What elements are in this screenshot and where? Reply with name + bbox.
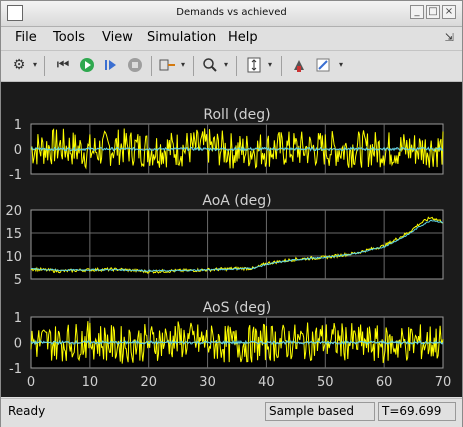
toolbar: ⚙ ▾ ⏮ ▾ ▾ ▾ ▾ [1,50,462,82]
zoom-dropdown-icon[interactable]: ▾ [223,60,228,69]
toolbar-separator [281,56,282,76]
plot-title: AoS (deg) [203,300,272,316]
y-tick-label: 0 [14,337,22,352]
window-title: Demands vs achieved [176,7,287,18]
style-dropdown-icon[interactable]: ▾ [338,60,343,69]
highlight-icon[interactable] [289,55,309,75]
menu-view[interactable]: View [102,30,133,45]
x-tick-label: 50 [317,375,334,390]
style-icon[interactable] [313,55,333,75]
settings-dropdown-icon[interactable]: ▾ [32,60,37,69]
plot-area: Roll (deg) 1 0 -1 AoA (deg) 20 15 10 5 AoS (deg) 1… [1,82,462,397]
toolbar-separator [236,56,237,76]
maximize-icon[interactable]: □ [426,5,440,19]
x-tick-label: 20 [140,375,157,390]
gear-icon[interactable]: ⚙ [12,57,26,73]
fit-axes-icon[interactable] [244,55,264,75]
x-tick-label: 40 [258,375,275,390]
menu-help[interactable]: Help [228,30,258,45]
step-back-icon[interactable]: ⏮ [56,57,70,73]
y-tick-label: 1 [14,311,22,326]
y-tick-label: 15 [5,227,22,242]
fit-dropdown-icon[interactable]: ▾ [267,60,272,69]
window-menu-icon[interactable] [7,5,23,21]
signal-dropdown-icon[interactable]: ▾ [180,60,185,69]
achieved-line [30,146,444,152]
zoom-icon[interactable] [200,55,220,75]
menu-simulation[interactable]: Simulation [147,30,217,45]
step-forward-icon[interactable] [101,55,121,75]
toolbar-separator [193,56,194,76]
plot-title: Roll (deg) [203,107,270,123]
demand-line [30,321,444,364]
status-bar: Ready Sample based T=69.699 [1,398,462,427]
x-tick-label: 10 [82,375,99,390]
y-tick-label: 5 [14,273,22,288]
axes-frame [30,209,444,280]
x-tick-label: 60 [376,375,393,390]
run-icon[interactable] [77,55,97,75]
y-tick-label: -1 [9,362,22,377]
x-tick-label: 30 [199,375,216,390]
status-ready: Ready [8,404,46,418]
toolbar-separator [151,56,152,76]
status-mode: Sample based [265,402,375,421]
title-bar: Demands vs achieved _ □ × [1,1,462,27]
y-tick-label: 10 [5,250,22,265]
menu-tools[interactable]: Tools [53,30,86,45]
signal-select-icon[interactable] [158,55,178,75]
menu-bar: File Tools View Simulation Help ⇲ [1,27,462,49]
menu-file[interactable]: File [15,30,37,45]
y-tick-label: -1 [9,168,22,183]
dock-pin-icon[interactable]: ⇲ [444,31,454,44]
demand-line [30,128,444,170]
plot-title: AoA (deg) [202,193,271,209]
minimize-icon[interactable]: _ [410,5,424,19]
achieved-line [30,219,443,272]
y-tick-label: 20 [5,204,22,219]
close-icon[interactable]: × [442,5,456,19]
achieved-line [30,339,444,346]
x-tick-label: 0 [27,375,35,390]
y-tick-label: 0 [14,143,22,158]
stop-icon[interactable] [125,55,145,75]
status-time: T=69.699 [378,402,456,421]
y-tick-label: 1 [14,118,22,133]
x-tick-label: 70 [435,375,452,390]
toolbar-separator [44,56,45,76]
